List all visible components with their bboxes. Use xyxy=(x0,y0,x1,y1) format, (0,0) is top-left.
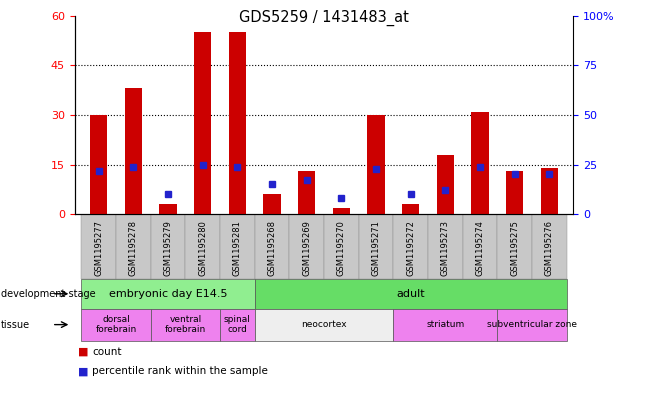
Bar xyxy=(263,194,281,214)
Text: spinal
cord: spinal cord xyxy=(224,315,251,334)
Text: subventricular zone: subventricular zone xyxy=(487,320,577,329)
Bar xyxy=(367,115,385,214)
Text: ■: ■ xyxy=(78,347,88,356)
Text: embryonic day E14.5: embryonic day E14.5 xyxy=(109,289,227,299)
Bar xyxy=(125,88,142,214)
Bar xyxy=(229,32,246,214)
Text: percentile rank within the sample: percentile rank within the sample xyxy=(92,366,268,376)
Bar xyxy=(506,171,523,214)
Bar xyxy=(332,208,350,214)
Text: count: count xyxy=(92,347,122,356)
Text: ventral
forebrain: ventral forebrain xyxy=(165,315,206,334)
Bar xyxy=(540,168,558,214)
Bar xyxy=(298,171,316,214)
Bar xyxy=(159,204,177,214)
Text: neocortex: neocortex xyxy=(301,320,347,329)
Bar xyxy=(402,204,419,214)
Bar xyxy=(90,115,108,214)
Text: ■: ■ xyxy=(78,366,88,376)
Text: dorsal
forebrain: dorsal forebrain xyxy=(95,315,137,334)
Bar xyxy=(471,112,489,214)
Text: adult: adult xyxy=(397,289,425,299)
Text: development stage: development stage xyxy=(1,289,95,299)
Bar xyxy=(437,155,454,214)
Text: GDS5259 / 1431483_at: GDS5259 / 1431483_at xyxy=(239,10,409,26)
Text: striatum: striatum xyxy=(426,320,465,329)
Bar xyxy=(194,32,211,214)
Text: tissue: tissue xyxy=(1,320,30,330)
